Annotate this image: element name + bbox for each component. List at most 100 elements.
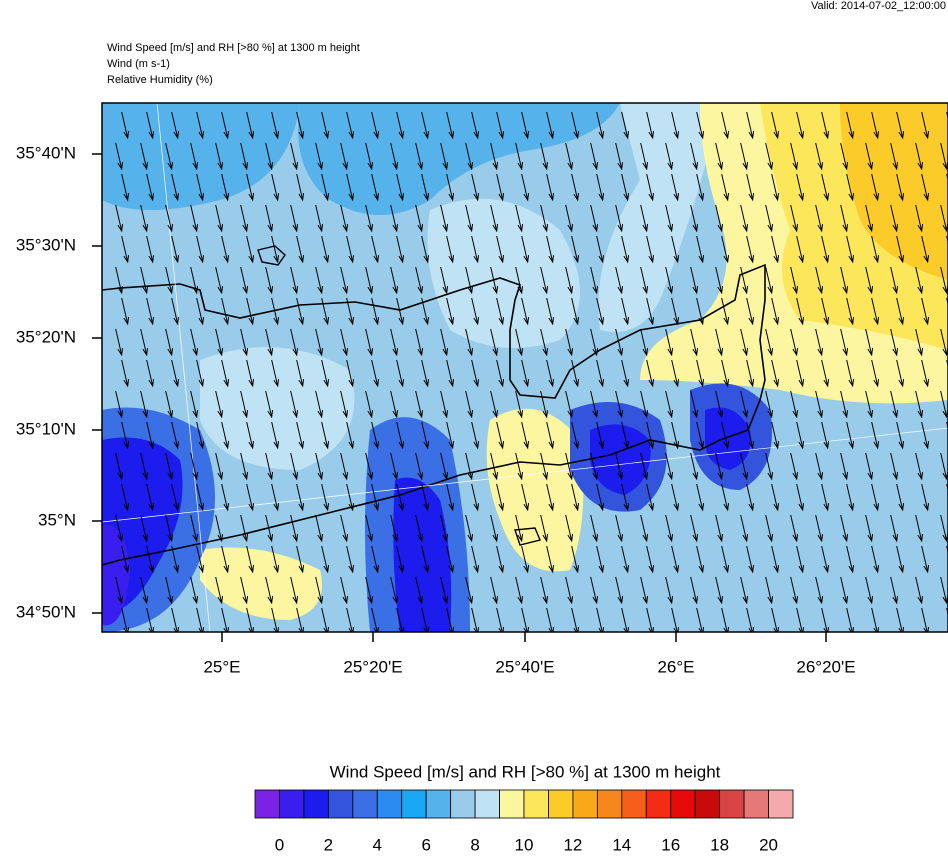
- wind-arrow: [896, 173, 905, 202]
- wind-arrow: [746, 421, 755, 450]
- wind-arrow: [265, 452, 274, 481]
- wind-arrow: [396, 173, 405, 202]
- wind-arrow: [540, 142, 549, 171]
- wind-arrow: [421, 421, 430, 450]
- wind-arrow: [871, 359, 880, 388]
- wind-arrow: [796, 545, 805, 574]
- colorbar-box: [352, 789, 378, 819]
- wind-arrow: [315, 142, 324, 171]
- wind-arrow: [565, 328, 574, 357]
- wind-arrow: [815, 452, 824, 481]
- wind-arrow: [865, 204, 874, 233]
- wind-arrow: [615, 204, 624, 233]
- wind-arrow: [265, 328, 274, 357]
- wind-arrow: [640, 266, 649, 295]
- wind-arrow: [121, 173, 130, 202]
- wind-arrow: [665, 328, 674, 357]
- wind-arrow: [121, 297, 130, 326]
- wind-arrow: [340, 390, 349, 419]
- wind-arrow: [571, 483, 580, 512]
- wind-arrow: [196, 421, 205, 450]
- wind-arrow: [265, 266, 274, 295]
- wind-arrow: [515, 452, 524, 481]
- colorbar-box: [303, 789, 329, 819]
- wind-arrow: [396, 359, 405, 388]
- wind-arrow: [121, 111, 130, 140]
- wind-arrow: [571, 607, 580, 632]
- wind-arrow: [146, 235, 155, 264]
- wind-arrow: [765, 576, 774, 605]
- wind-arrow: [896, 421, 905, 450]
- wind-arrow: [396, 607, 405, 632]
- wind-arrow: [440, 204, 449, 233]
- wind-arrow: [340, 576, 349, 605]
- wind-arrow: [421, 111, 430, 140]
- wind-arrow: [196, 607, 205, 632]
- wind-arrow: [196, 235, 205, 264]
- wind-arrow: [865, 328, 874, 357]
- wind-arrow: [746, 173, 755, 202]
- wind-arrow: [740, 204, 749, 233]
- colorbar-box: [279, 789, 305, 819]
- wind-arrow: [771, 421, 780, 450]
- wind-arrow: [640, 142, 649, 171]
- wind-arrow: [196, 483, 205, 512]
- wind-arrow: [296, 545, 305, 574]
- wind-arrow: [365, 452, 374, 481]
- wind-arrow: [371, 421, 380, 450]
- wind-arrow: [821, 545, 830, 574]
- wind-arrow: [421, 297, 430, 326]
- wind-arrow: [621, 359, 630, 388]
- axis-ticks: 25°E 25°20'E 25°40'E 26°E 26°20'E 35°40'N 35°3…: [16, 143, 856, 676]
- wind-arrow: [546, 607, 555, 632]
- title-line: Wind (m s-1): [107, 58, 170, 70]
- wind-arrow: [215, 452, 224, 481]
- wind-arrow: [146, 483, 155, 512]
- wind-arrow: [121, 607, 130, 632]
- wind-arrow: [196, 545, 205, 574]
- wind-arrow: [596, 483, 605, 512]
- wind-arrow: [821, 421, 830, 450]
- wind-arrow: [140, 390, 149, 419]
- wind-arrow: [815, 390, 824, 419]
- wind-arrow: [290, 514, 299, 543]
- wind-arrow: [840, 266, 849, 295]
- wind-arrow: [796, 359, 805, 388]
- y-tick-label: 34°50'N: [16, 602, 76, 621]
- wind-arrow: [471, 421, 480, 450]
- wind-arrow: [696, 607, 705, 632]
- wind-arrow: [746, 111, 755, 140]
- wind-arrow: [821, 111, 830, 140]
- wind-arrow: [490, 266, 499, 295]
- wind-arrow: [740, 328, 749, 357]
- wind-arrow: [715, 266, 724, 295]
- wind-arrow: [821, 297, 830, 326]
- wind-arrow: [390, 142, 399, 171]
- field-region: [427, 198, 580, 348]
- wind-arrow: [646, 297, 655, 326]
- wind-arrow: [365, 142, 374, 171]
- wind-arrow: [115, 204, 124, 233]
- wind-arrow: [546, 173, 555, 202]
- wind-arrow: [590, 328, 599, 357]
- wind-arrow: [571, 235, 580, 264]
- wind-arrow: [915, 266, 924, 295]
- wind-arrow: [365, 514, 374, 543]
- wind-arrow: [121, 483, 130, 512]
- wind-arrow: [640, 576, 649, 605]
- wind-arrow: [465, 514, 474, 543]
- y-tick-label: 35°20'N: [16, 327, 76, 346]
- wind-arrow: [890, 142, 899, 171]
- colorbar-label: 6: [421, 835, 430, 854]
- wind-arrow: [596, 545, 605, 574]
- wind-arrow: [346, 607, 355, 632]
- wind-arrow: [146, 297, 155, 326]
- wind-arrow: [290, 204, 299, 233]
- wind-arrow: [290, 390, 299, 419]
- wind-arrow: [840, 514, 849, 543]
- wind-arrow: [496, 111, 505, 140]
- wind-arrow: [696, 359, 705, 388]
- wind-arrow: [171, 607, 180, 632]
- wind-arrow: [665, 514, 674, 543]
